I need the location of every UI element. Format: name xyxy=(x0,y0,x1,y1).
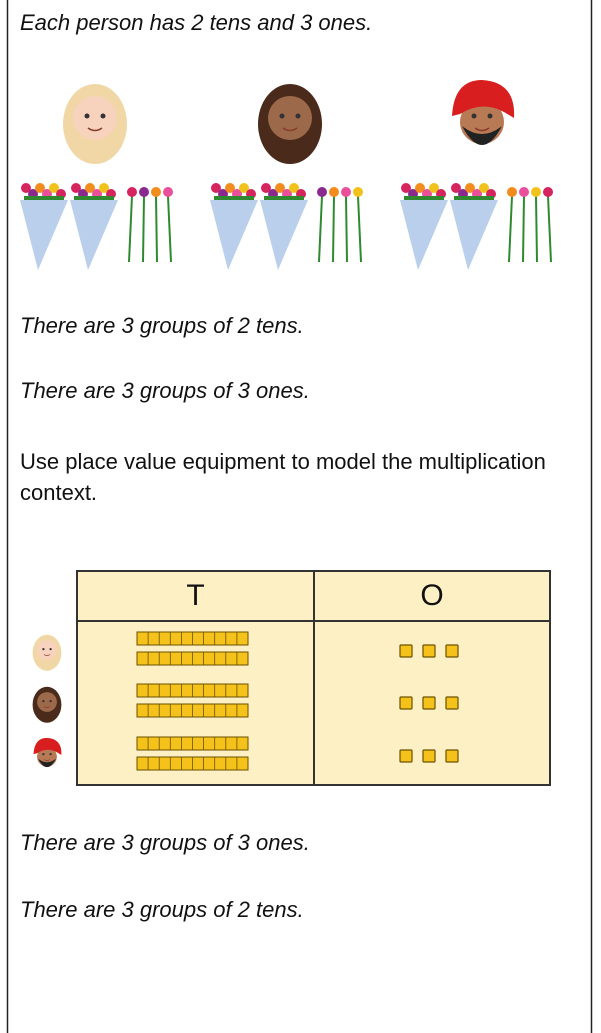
mouth xyxy=(87,127,103,132)
flower xyxy=(519,187,529,197)
flower xyxy=(163,187,173,197)
flower xyxy=(139,187,149,197)
eye xyxy=(100,113,106,119)
mouth xyxy=(43,759,51,761)
face xyxy=(37,692,57,712)
flower xyxy=(479,183,489,193)
flower xyxy=(353,187,363,197)
flower xyxy=(151,187,161,197)
intro-text: Each person has 2 tens and 3 ones. xyxy=(20,10,373,35)
stem xyxy=(167,195,172,263)
flower xyxy=(211,183,221,193)
stem xyxy=(128,195,133,263)
flower xyxy=(261,183,271,193)
mouth xyxy=(43,654,51,656)
one-cube xyxy=(422,644,436,658)
stem xyxy=(508,195,513,263)
bouquet-cone xyxy=(450,200,498,270)
eye xyxy=(49,752,52,756)
eye xyxy=(42,752,45,756)
flower xyxy=(329,187,339,197)
flower xyxy=(21,183,31,193)
flower xyxy=(451,183,461,193)
ones-header: O xyxy=(420,579,444,612)
flower xyxy=(543,187,553,197)
face xyxy=(73,96,117,140)
stem xyxy=(332,195,335,263)
mouth xyxy=(474,127,490,132)
eye xyxy=(42,699,45,703)
face xyxy=(268,96,312,140)
instruction: Use place value equipment to model the m… xyxy=(20,449,546,505)
stem xyxy=(318,195,323,263)
flower xyxy=(317,187,327,197)
statement: There are 3 groups of 2 tens. xyxy=(20,313,304,338)
one-cube xyxy=(422,749,436,763)
flower xyxy=(415,183,425,193)
stem xyxy=(155,195,158,263)
one-cube xyxy=(445,644,459,658)
flower xyxy=(275,183,285,193)
turban xyxy=(452,80,515,118)
conclusion: There are 3 groups of 2 tens. xyxy=(20,897,304,922)
face xyxy=(37,640,57,660)
flower xyxy=(71,183,81,193)
turban xyxy=(33,737,62,755)
stem xyxy=(522,195,525,263)
bouquet-cone xyxy=(70,200,118,270)
tens-header: T xyxy=(186,579,205,612)
stem xyxy=(535,195,538,263)
conclusion: There are 3 groups of 3 ones. xyxy=(20,830,310,855)
bouquet-cone xyxy=(210,200,258,270)
mouth xyxy=(43,706,51,708)
beard xyxy=(38,758,56,768)
bouquet-cone xyxy=(20,200,68,270)
flower xyxy=(289,183,299,193)
flower xyxy=(99,183,109,193)
flower xyxy=(507,187,517,197)
bouquet-cone xyxy=(260,200,308,270)
statement: There are 3 groups of 3 ones. xyxy=(20,378,310,403)
flower xyxy=(341,187,351,197)
one-cube xyxy=(399,644,413,658)
mouth xyxy=(282,127,298,132)
flower xyxy=(225,183,235,193)
one-cube xyxy=(422,696,436,710)
eye xyxy=(42,647,45,651)
flower xyxy=(465,183,475,193)
one-cube xyxy=(399,696,413,710)
eye xyxy=(295,113,301,119)
flower xyxy=(239,183,249,193)
one-cube xyxy=(445,749,459,763)
flower xyxy=(401,183,411,193)
beard xyxy=(462,126,502,145)
stem xyxy=(357,195,362,263)
one-cube xyxy=(399,749,413,763)
stem xyxy=(345,195,348,263)
eye xyxy=(487,113,493,119)
stem xyxy=(142,195,145,263)
flower xyxy=(531,187,541,197)
eye xyxy=(49,647,52,651)
flower xyxy=(35,183,45,193)
flower xyxy=(85,183,95,193)
eye xyxy=(471,113,477,119)
eye xyxy=(49,699,52,703)
flower xyxy=(429,183,439,193)
eye xyxy=(279,113,285,119)
stem xyxy=(547,195,552,263)
eye xyxy=(84,113,90,119)
one-cube xyxy=(445,696,459,710)
flower xyxy=(127,187,137,197)
bouquet-cone xyxy=(400,200,448,270)
flower xyxy=(49,183,59,193)
